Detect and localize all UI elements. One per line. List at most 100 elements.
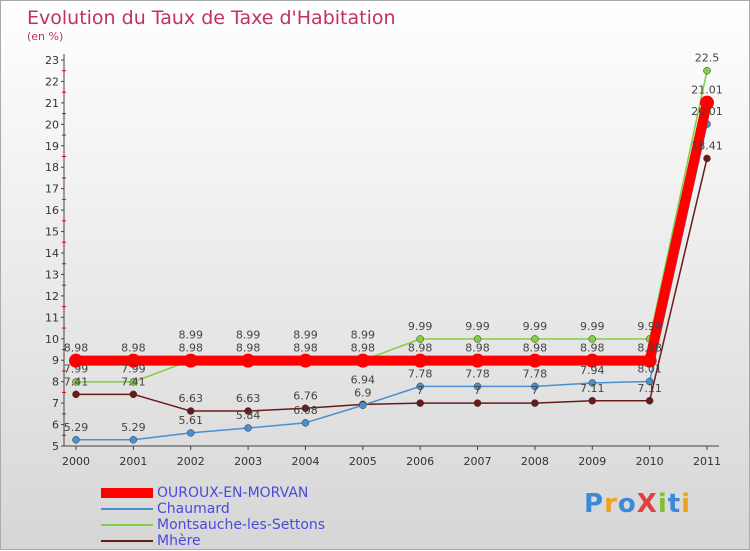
legend-label: Mhère xyxy=(157,533,201,549)
unit-label: (en %) xyxy=(27,30,64,43)
y-tick-label: 14 xyxy=(45,247,59,260)
x-tick-label: 2008 xyxy=(521,455,549,468)
data-label: 7 xyxy=(417,384,424,397)
data-point xyxy=(129,390,138,399)
data-label: 18.41 xyxy=(691,139,723,152)
data-point xyxy=(355,353,370,368)
y-tick-label: 21 xyxy=(45,97,59,110)
data-label: 6.63 xyxy=(236,392,261,405)
data-point xyxy=(359,401,367,410)
data-label: 5.29 xyxy=(64,421,89,434)
y-tick-label: 7 xyxy=(52,397,59,410)
data-label: 8.98 xyxy=(408,342,433,355)
series-line-OUROUX-EN-MORVAN xyxy=(76,101,712,366)
data-label: 7 xyxy=(531,384,538,397)
data-point xyxy=(703,154,711,163)
data-label: 8.98 xyxy=(236,342,261,355)
data-label: 9.99 xyxy=(637,320,662,333)
data-point xyxy=(244,424,252,432)
data-label: 9.99 xyxy=(523,320,548,333)
data-point xyxy=(183,353,198,368)
x-tick-label: 2004 xyxy=(291,455,319,468)
data-point xyxy=(72,378,80,386)
y-tick-label: 19 xyxy=(45,140,59,153)
data-label: 8.98 xyxy=(465,342,490,355)
y-tick-label: 15 xyxy=(45,226,59,239)
data-point xyxy=(69,353,83,368)
data-point xyxy=(129,378,138,386)
series-line-Chaumard xyxy=(76,123,708,441)
y-tick-label: 9 xyxy=(52,354,59,367)
data-point xyxy=(531,382,539,391)
x-tick-label: 2007 xyxy=(464,455,492,468)
x-tick-label: 2002 xyxy=(177,455,205,468)
legend-item: OUROUX-EN-MORVAN xyxy=(101,485,308,501)
y-tick-label: 20 xyxy=(45,118,59,131)
legend-item: Chaumard xyxy=(101,501,230,517)
data-point xyxy=(642,353,657,368)
data-label: 8.98 xyxy=(637,342,662,355)
legend-label: Montsauche-les-Settons xyxy=(157,517,326,533)
data-point xyxy=(531,335,539,343)
data-label: 8.98 xyxy=(580,342,605,355)
data-label: 8.99 xyxy=(293,329,318,342)
data-label: 7.78 xyxy=(523,367,548,380)
data-point xyxy=(301,419,310,427)
data-label: 7 xyxy=(474,384,481,397)
data-point xyxy=(645,397,654,405)
data-point xyxy=(588,335,597,343)
data-label: 6.08 xyxy=(293,404,318,417)
chart-title: Evolution du Taux de Taxe d'Habitation xyxy=(27,7,396,29)
x-tick-label: 2010 xyxy=(636,455,664,468)
x-tick-label: 2009 xyxy=(578,455,606,468)
data-point xyxy=(416,382,424,391)
data-point xyxy=(473,399,482,407)
y-tick-label: 8 xyxy=(52,376,59,389)
y-tick-label: 22 xyxy=(45,75,59,88)
legend-swatch xyxy=(101,488,153,498)
data-label: 7.41 xyxy=(64,375,89,388)
y-tick-label: 10 xyxy=(45,333,59,346)
data-point xyxy=(241,353,256,368)
data-label: 7.94 xyxy=(580,364,605,377)
y-tick-label: 23 xyxy=(45,54,59,67)
series-line-Mhère xyxy=(76,158,708,412)
data-label: 7.78 xyxy=(408,367,433,380)
y-tick-label: 6 xyxy=(52,419,59,432)
x-tick-label: 2006 xyxy=(406,455,434,468)
data-label: 8.98 xyxy=(178,342,203,355)
data-label: 8.98 xyxy=(351,342,376,355)
data-label: 8.98 xyxy=(293,342,318,355)
data-point xyxy=(72,390,80,399)
data-point xyxy=(700,95,714,110)
x-tick-label: 2005 xyxy=(349,455,377,468)
data-label: 7.11 xyxy=(580,382,605,395)
data-point xyxy=(301,404,310,413)
data-label: 20.01 xyxy=(691,105,723,118)
x-tick-label: 2003 xyxy=(234,455,262,468)
data-point xyxy=(129,436,138,444)
y-tick-label: 17 xyxy=(45,183,59,196)
data-label: 7.99 xyxy=(121,362,146,375)
legend-item: Montsauche-les-Settons xyxy=(101,517,325,533)
data-label: 5.84 xyxy=(236,409,261,422)
x-tick-label: 2011 xyxy=(693,455,721,468)
data-point xyxy=(126,353,141,368)
proxiti-logo: ProXiti xyxy=(584,489,692,519)
data-label: 6.63 xyxy=(178,392,203,405)
legend-item: Mhère xyxy=(101,533,201,549)
data-label: 8.01 xyxy=(637,362,662,375)
data-label: 8.98 xyxy=(64,342,89,355)
legend-swatch xyxy=(101,540,153,542)
data-label: 7.41 xyxy=(121,375,146,388)
data-label: 6.76 xyxy=(293,389,318,402)
series-line-Montsauche-les-Settons xyxy=(76,70,708,383)
data-label: 8.99 xyxy=(236,329,261,342)
data-point xyxy=(588,379,597,387)
data-point xyxy=(473,382,482,391)
x-tick-label: 2001 xyxy=(119,455,147,468)
data-label: 8.98 xyxy=(523,342,548,355)
data-point xyxy=(416,335,424,343)
data-label: 7.78 xyxy=(465,367,490,380)
